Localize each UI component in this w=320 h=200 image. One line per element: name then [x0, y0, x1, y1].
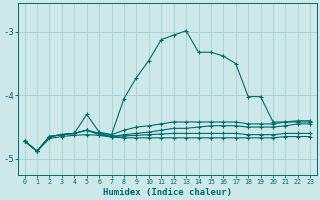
X-axis label: Humidex (Indice chaleur): Humidex (Indice chaleur) [103, 188, 232, 197]
